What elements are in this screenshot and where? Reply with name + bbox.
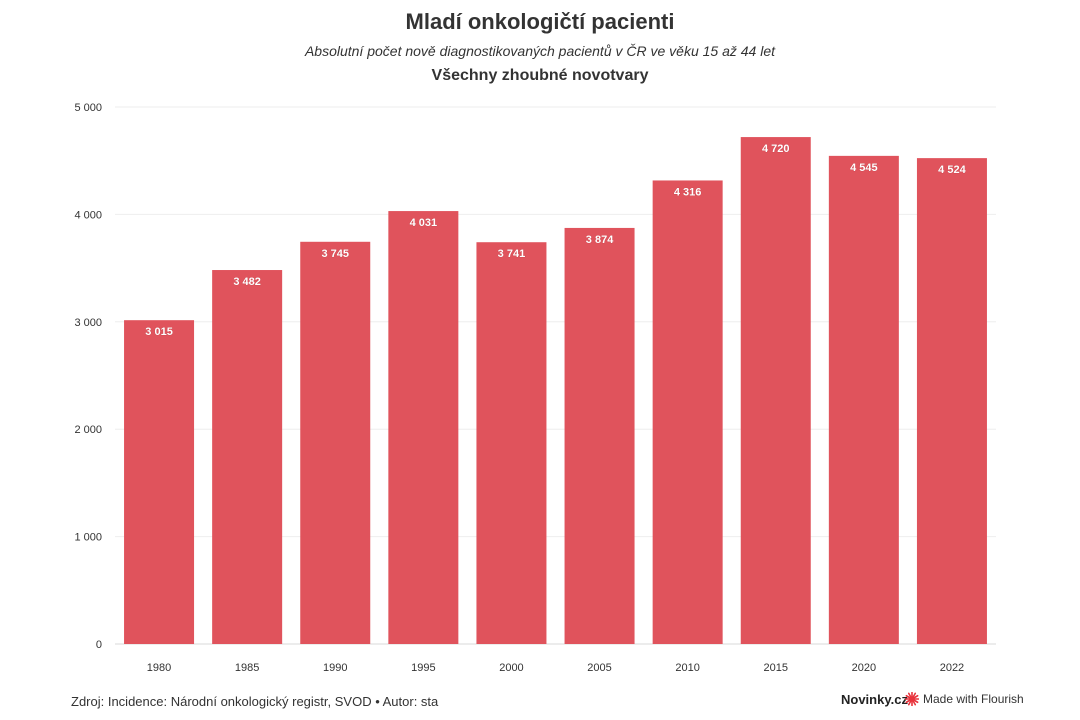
- bar-value-label: 4 545: [850, 162, 878, 174]
- bar-1990[interactable]: [300, 241, 371, 645]
- x-axis-ticks: 1980 1985 1990 1995 2000 2005 2010 2015 2020 2022: [147, 662, 964, 674]
- bar-2015[interactable]: [740, 137, 811, 644]
- bar-2022[interactable]: [916, 158, 987, 644]
- x-tick-label: 2015: [764, 662, 788, 674]
- bar-1985[interactable]: [212, 270, 283, 644]
- bars: [124, 137, 987, 645]
- brand-logo[interactable]: Novinky.cz: [841, 692, 908, 707]
- bar-1980[interactable]: [124, 320, 195, 644]
- y-tick-label: 2 000: [74, 424, 102, 436]
- made-with-flourish-link[interactable]: Made with Flourish: [905, 692, 1024, 706]
- x-tick-label: 1990: [323, 662, 347, 674]
- bar-2000[interactable]: [476, 242, 547, 644]
- bar-value-label: 3 482: [233, 276, 261, 288]
- bar-value-label: 4 316: [674, 186, 702, 198]
- bar-value-labels: 3 015 3 482 3 745 4 031 3 741 3 874 4 316 4 720…: [145, 143, 967, 339]
- y-tick-label: 5 000: [74, 102, 102, 114]
- source-note: Zdroj: Incidence: Národní onkologický re…: [71, 694, 439, 709]
- y-tick-label: 3 000: [74, 317, 102, 329]
- made-with-flourish-label: Made with Flourish: [923, 692, 1024, 706]
- y-axis-ticks: 0 1 000 2 000 3 000 4 000 5 000: [74, 102, 102, 651]
- bar-value-label: 3 874: [586, 234, 614, 246]
- bar-2020[interactable]: [828, 155, 899, 644]
- chart-title: Mladí onkologičtí pacienti: [405, 9, 675, 34]
- bar-2010[interactable]: [652, 180, 723, 644]
- x-tick-label: 2005: [587, 662, 611, 674]
- chart-subtitle: Absolutní počet nově diagnostikovaných p…: [304, 43, 776, 59]
- bar-value-label: 3 015: [145, 326, 173, 338]
- flourish-star-icon: [905, 692, 919, 706]
- bar-value-label: 3 745: [321, 248, 349, 260]
- bar-value-label: 4 720: [762, 143, 790, 155]
- x-tick-label: 2020: [852, 662, 876, 674]
- x-tick-label: 1980: [147, 662, 171, 674]
- bar-2005[interactable]: [564, 227, 635, 644]
- x-tick-label: 2010: [675, 662, 699, 674]
- bar-1995[interactable]: [388, 211, 459, 644]
- flourish-star-center: [909, 696, 915, 702]
- y-tick-label: 1 000: [74, 532, 102, 544]
- chart-series-heading: Všechny zhoubné novotvary: [431, 67, 649, 84]
- x-tick-label: 2000: [499, 662, 523, 674]
- y-tick-label: 0: [96, 639, 102, 651]
- x-tick-label: 1985: [235, 662, 259, 674]
- bar-value-label: 3 741: [498, 248, 526, 260]
- y-tick-label: 4 000: [74, 209, 102, 221]
- x-tick-label: 2022: [940, 662, 964, 674]
- bar-value-label: 4 524: [938, 164, 966, 176]
- bar-value-label: 4 031: [410, 217, 438, 229]
- x-tick-label: 1995: [411, 662, 435, 674]
- bar-chart: 0 1 000 2 000 3 000 4 000 5 000 3 015 3 482 3 7…: [74, 102, 996, 674]
